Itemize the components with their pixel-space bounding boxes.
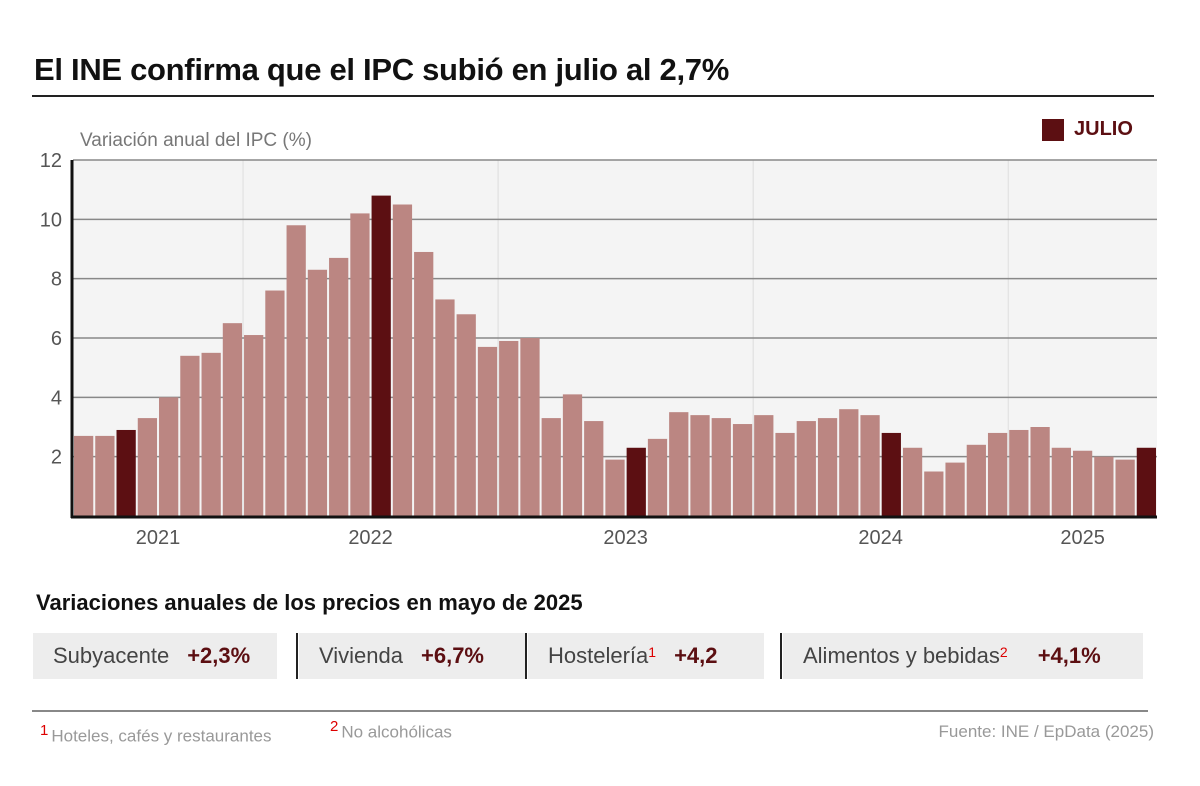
divider (296, 633, 298, 679)
bar (414, 251, 434, 516)
legend-swatch (1042, 118, 1064, 141)
bar (860, 415, 880, 516)
bar (796, 421, 816, 516)
bar (201, 352, 221, 516)
bar (584, 421, 604, 516)
bar (456, 314, 476, 516)
bar (732, 424, 753, 516)
footnote-mark: 1 (648, 644, 657, 660)
y-tick-label: 4 (51, 387, 62, 409)
x-tick-label: 2024 (858, 527, 903, 549)
footer-rule (32, 710, 1148, 712)
bar (966, 444, 986, 516)
bar (541, 418, 561, 516)
bar (74, 435, 94, 516)
bar (222, 323, 243, 516)
bar (520, 338, 540, 516)
bar (435, 299, 455, 516)
bar (775, 432, 795, 516)
chart-title: El INE confirma que el IPC subió en juli… (34, 52, 730, 87)
bar (562, 394, 583, 516)
bar (1051, 447, 1071, 516)
y-tick-label: 2 (51, 447, 62, 469)
bar (244, 335, 264, 516)
bar (137, 418, 158, 516)
bar (1030, 427, 1050, 516)
bar (987, 432, 1008, 516)
bar (711, 418, 731, 516)
bar (924, 471, 944, 516)
bar (839, 409, 859, 516)
item-value: +4,1% (1037, 643, 1101, 668)
bar-highlighted (116, 429, 136, 516)
summary-title: Variaciones anuales de los precios en ma… (36, 590, 583, 615)
bar (265, 290, 285, 516)
footnote-text: No alcohólicas (341, 722, 452, 742)
bar (1009, 429, 1029, 516)
x-tick-label: 2023 (603, 527, 648, 549)
bar (690, 415, 710, 516)
bar (159, 397, 179, 516)
x-tick-label: 2022 (348, 527, 393, 549)
bar (817, 418, 838, 516)
bar (605, 459, 625, 516)
x-tick-label: 2025 (1060, 527, 1105, 549)
bar (1115, 459, 1135, 516)
item-label: Hostelería (548, 643, 649, 668)
item-value: +6,7% (421, 643, 484, 668)
footnote-2: 2 No alcohólicas (330, 718, 452, 743)
bar (95, 435, 115, 516)
footnote-text: Hoteles, cafés y restaurantes (51, 726, 272, 746)
summary-item: Vivienda +6,7% (299, 633, 527, 679)
bar (329, 257, 349, 516)
footnote-mark: 2 (999, 644, 1008, 660)
bar (647, 438, 668, 516)
footnote-mark: 2 (330, 718, 339, 735)
item-label: Alimentos y bebidas (803, 643, 1000, 668)
bar-highlighted (626, 447, 646, 516)
item-label: Vivienda (319, 643, 403, 668)
item-value: +4,2 (674, 643, 718, 668)
bar (286, 225, 306, 516)
item-value: +2,3% (187, 643, 251, 668)
bar-chart: 2 4 6 8 10 12 2021 2022 2023 2024 2025 (40, 150, 1157, 549)
bar-highlighted (1136, 447, 1156, 516)
footnote-1: 1 Hoteles, cafés y restaurantes (40, 722, 272, 747)
source: Fuente: INE / EpData (2025) (938, 722, 1154, 741)
y-axis-label: Variación anual del IPC (%) (80, 130, 312, 151)
y-tick-label: 12 (40, 150, 62, 172)
bar (1072, 450, 1093, 516)
bar (945, 462, 965, 516)
bar (669, 412, 689, 516)
bar (350, 213, 370, 516)
bar-highlighted (371, 195, 391, 516)
legend: JULIO (1042, 118, 1133, 141)
divider (780, 633, 782, 679)
bar (477, 346, 498, 516)
bar (754, 415, 774, 516)
legend-label: JULIO (1074, 118, 1133, 140)
divider (525, 633, 527, 679)
y-tick-label: 8 (51, 269, 62, 291)
item-label: Subyacente (53, 643, 170, 668)
y-tick-label: 10 (40, 209, 62, 231)
x-tick-label: 2021 (136, 527, 181, 549)
bar-highlighted (881, 432, 901, 516)
footnote-mark: 1 (40, 722, 49, 739)
bar (902, 447, 923, 516)
summary-item: Alimentos y bebidas 2 +4,1% (783, 633, 1143, 679)
bar (180, 355, 200, 516)
bar (499, 340, 519, 516)
bar (392, 204, 413, 516)
bar (1094, 456, 1114, 516)
y-tick-label: 6 (51, 328, 62, 350)
title-rule (32, 95, 1154, 97)
bar (307, 269, 328, 516)
summary-item: Hostelería 1 +4,2 (528, 633, 764, 679)
summary-item: Subyacente +2,3% (33, 633, 277, 679)
